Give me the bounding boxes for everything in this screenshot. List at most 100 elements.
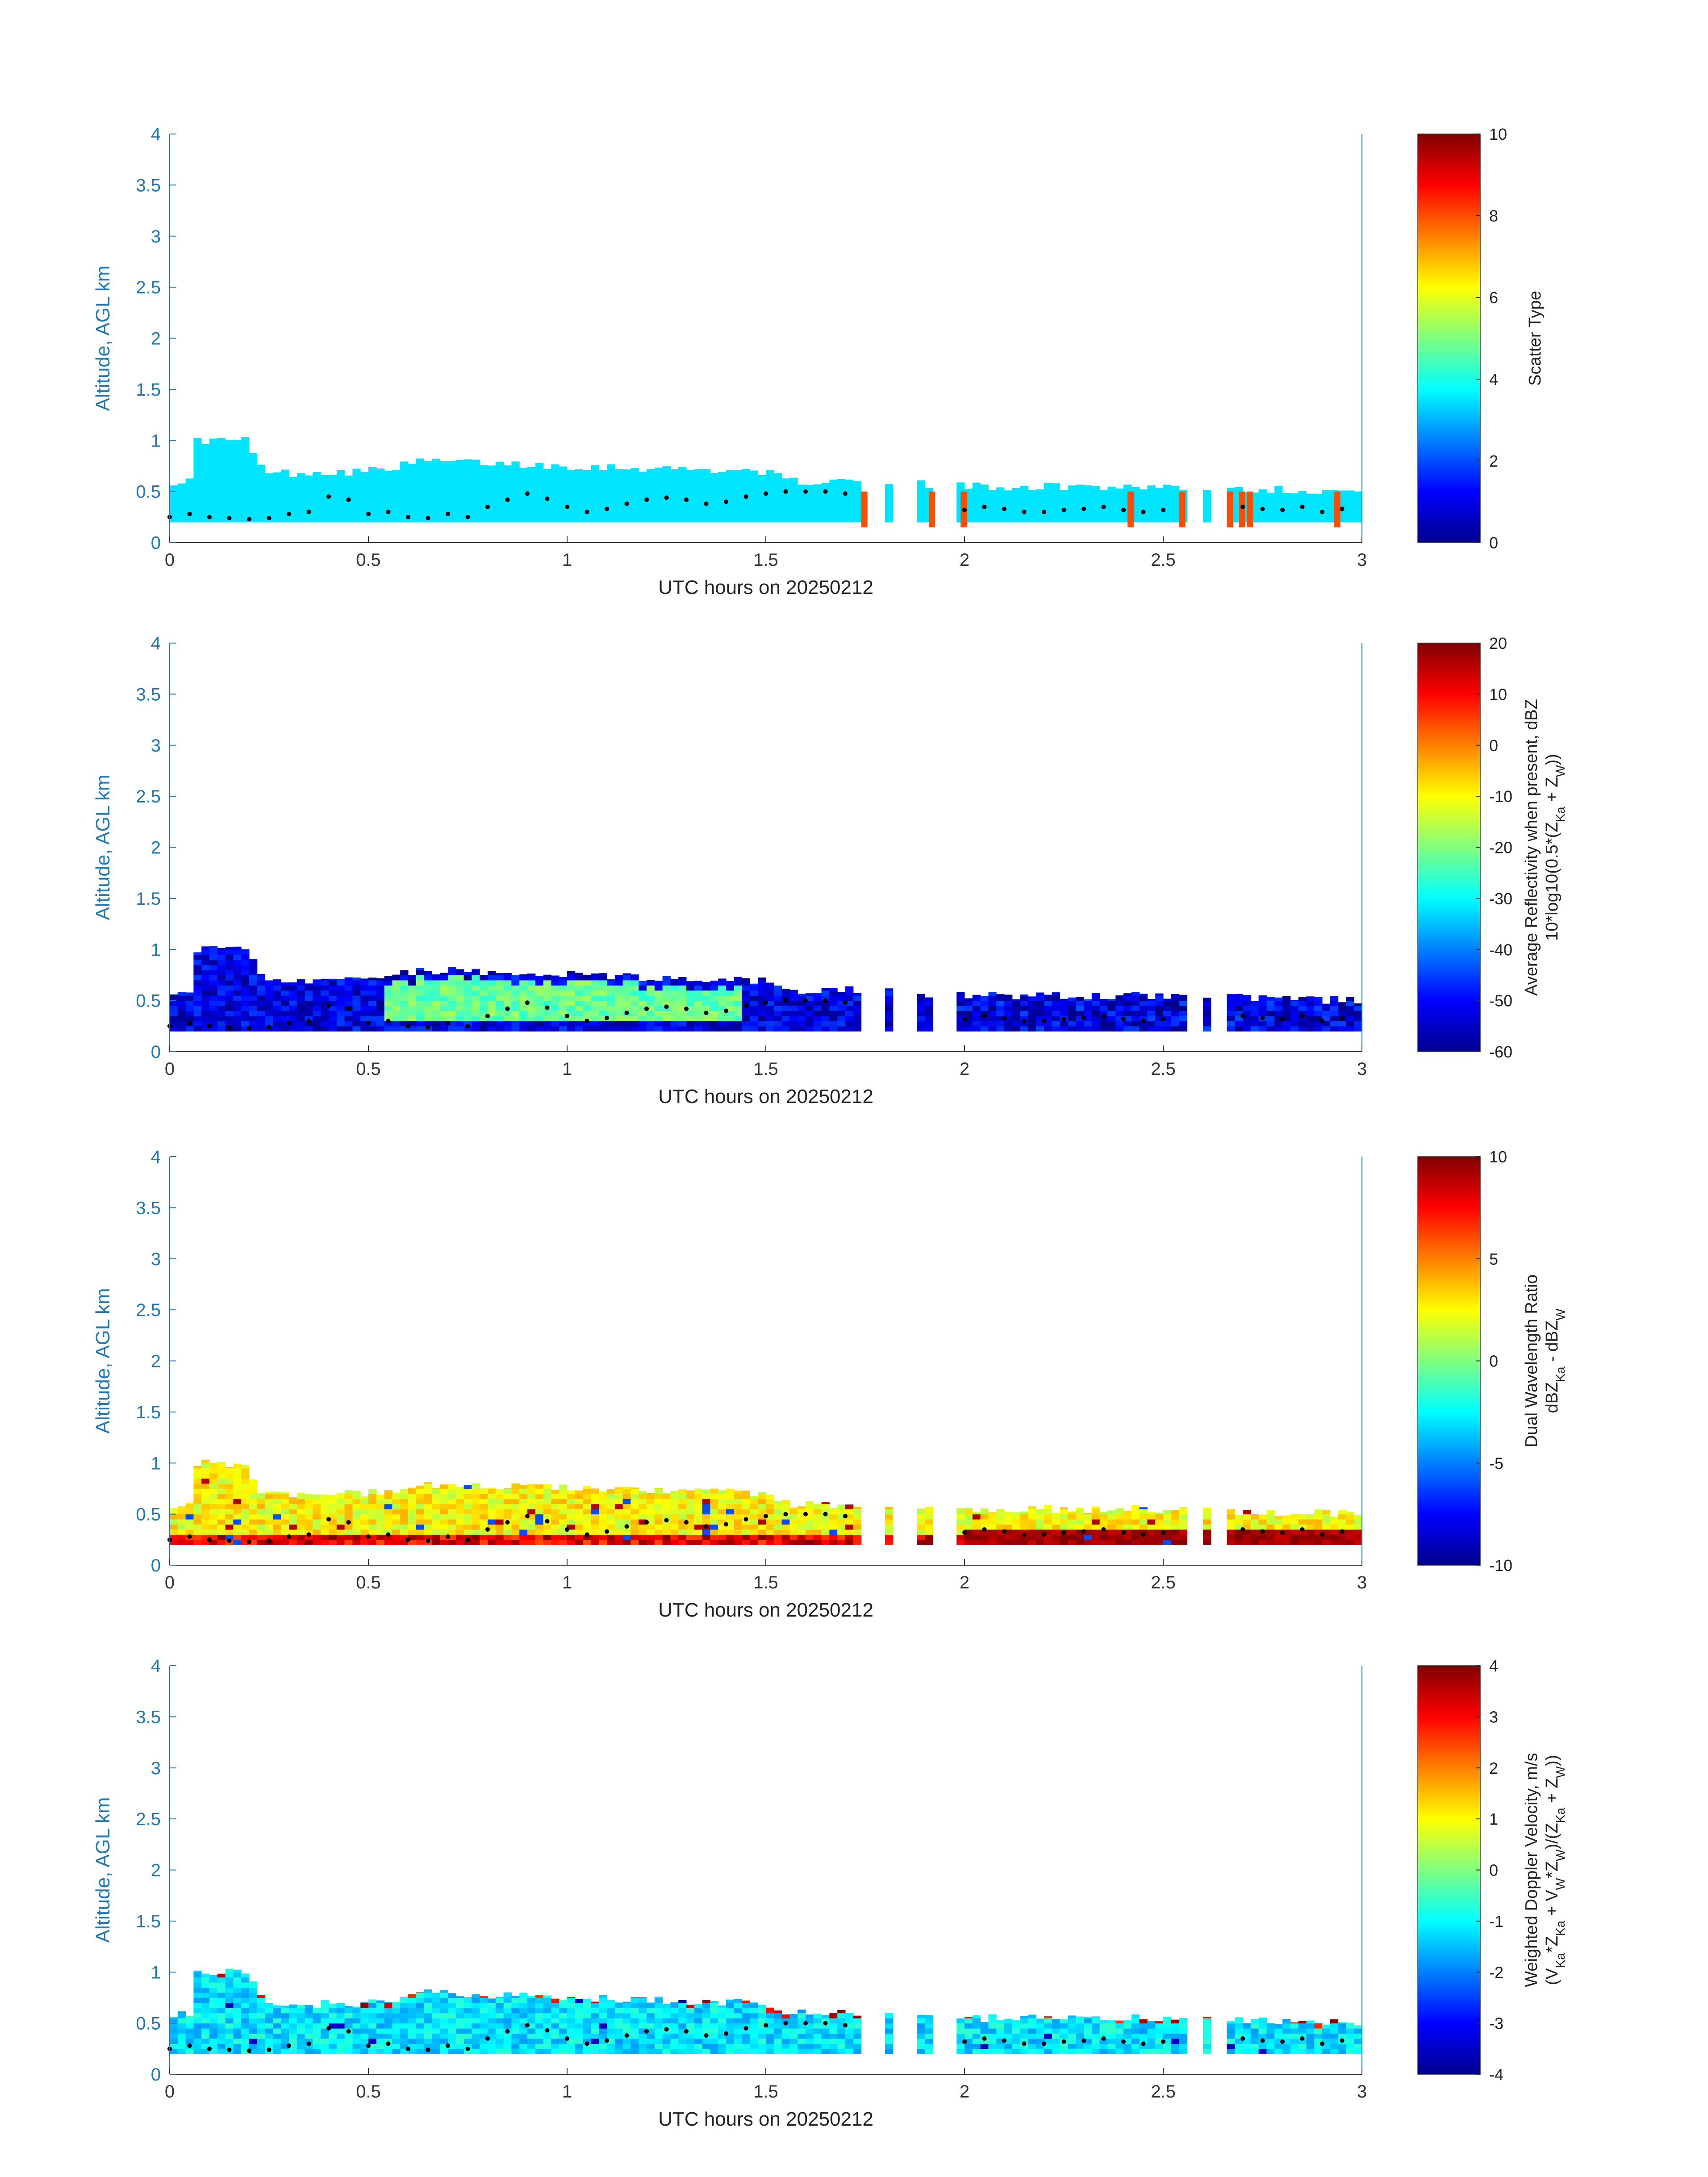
- heatmap-cell: [678, 977, 687, 981]
- heatmap-cell: [1107, 1021, 1116, 1027]
- heatmap-cell: [686, 1021, 695, 1027]
- heatmap-cell: [726, 1499, 735, 1504]
- heatmap-cell: [726, 1509, 735, 1515]
- heatmap-cell: [1068, 1021, 1076, 1027]
- heatmap-cell: [622, 973, 631, 975]
- heatmap-cell: [1139, 1006, 1148, 1011]
- cloud-base-marker: [187, 1020, 192, 1025]
- heatmap-cell: [1266, 517, 1275, 522]
- heatmap-cell: [209, 995, 218, 1001]
- heatmap-cell: [1091, 1539, 1100, 1545]
- heatmap-cell: [821, 1504, 830, 1509]
- heatmap-cell: [440, 461, 448, 466]
- heatmap-cell: [845, 1529, 854, 1535]
- colorbar-tick-label: 0: [1489, 1352, 1498, 1371]
- heatmap-cell: [408, 1493, 417, 1499]
- heatmap-cell: [1115, 1508, 1124, 1509]
- heatmap-cell: [758, 497, 766, 502]
- heatmap-cell: [1227, 1524, 1235, 1530]
- heatmap-cell: [313, 1514, 321, 1520]
- heatmap-cell: [718, 1493, 727, 1499]
- heatmap-cell: [329, 476, 337, 482]
- heatmap-cell: [495, 1015, 504, 1021]
- heatmap-cell: [806, 1529, 814, 1535]
- heatmap-cell: [853, 1507, 862, 1509]
- heatmap-cell: [368, 990, 377, 996]
- heatmap-cell: [567, 1534, 576, 1540]
- heatmap-cell: [1036, 1021, 1044, 1027]
- heatmap-cell: [249, 960, 258, 965]
- heatmap-cell: [384, 1499, 393, 1504]
- heatmap-cell: [455, 517, 464, 522]
- heatmap-cell: [758, 1504, 766, 1509]
- heatmap-cell: [201, 1463, 210, 1469]
- heatmap-cell: [177, 1539, 186, 1545]
- heatmap-cell: [233, 486, 242, 492]
- heatmap-cell: [1131, 1524, 1140, 1530]
- heatmap-cell: [1044, 506, 1052, 512]
- heatmap-cell: [702, 1529, 710, 1535]
- heatmap-cell: [1322, 512, 1331, 518]
- heatmap-cell: [750, 476, 758, 482]
- heatmap-cell: [352, 1519, 361, 1525]
- heatmap-cell: [519, 990, 528, 996]
- cloud-base-marker: [585, 1019, 589, 1024]
- heatmap-cell: [305, 2048, 313, 2054]
- heatmap-cell: [472, 1994, 480, 1998]
- heatmap-cell: [344, 2008, 353, 2014]
- heatmap-cell: [392, 1493, 401, 1499]
- heatmap-cell: [408, 464, 417, 466]
- heatmap-cell: [853, 1524, 862, 1530]
- heatmap-cell: [424, 1534, 432, 1540]
- heatmap-cell: [702, 476, 710, 482]
- heatmap-cell: [416, 501, 425, 507]
- heatmap-cell: [360, 512, 369, 518]
- heatmap-cell: [988, 1011, 997, 1016]
- heatmap-cell: [257, 466, 266, 472]
- heatmap-cell: [1330, 1006, 1339, 1011]
- heatmap-cell: [734, 1015, 743, 1021]
- heatmap-cell: [185, 2023, 194, 2029]
- heatmap-cell: [750, 470, 758, 472]
- heatmap-cell: [662, 1015, 671, 1021]
- heatmap-cell: [798, 1519, 806, 1525]
- heatmap-cell: [233, 512, 242, 518]
- heatmap-cell: [384, 491, 393, 497]
- heatmap-cell: [273, 1499, 281, 1504]
- heatmap-cell: [480, 466, 488, 472]
- heatmap-cell: [360, 1534, 369, 1540]
- colorbar-tick-label: -20: [1489, 839, 1512, 857]
- cloud-base-marker: [287, 1534, 291, 1539]
- heatmap-cell: [432, 975, 440, 981]
- heatmap-cell: [177, 1514, 186, 1520]
- heatmap-cell: [201, 455, 210, 461]
- heatmap-cell: [424, 1493, 432, 1499]
- heatmap-cell: [472, 1000, 480, 1006]
- heatmap-cell: [622, 506, 631, 512]
- heatmap-cell: [591, 1026, 599, 1032]
- heatmap-cell: [432, 2013, 440, 2018]
- heatmap-cell: [495, 1000, 504, 1006]
- heatmap-cell: [233, 481, 242, 487]
- heatmap-cell: [758, 1006, 766, 1011]
- heatmap-cell: [201, 1015, 210, 1021]
- heatmap-cell: [622, 497, 631, 502]
- heatmap-cell: [1131, 491, 1140, 497]
- heatmap-cell: [1203, 1509, 1211, 1515]
- heatmap-cell: [1004, 497, 1013, 502]
- heatmap-cell: [289, 2018, 297, 2024]
- heatmap-cell: [249, 476, 258, 482]
- heatmap-cell: [821, 483, 830, 487]
- heatmap-cell: [257, 501, 266, 507]
- heatmap-cell: [1091, 1506, 1100, 1509]
- heatmap-cell: [329, 491, 337, 497]
- heatmap-cell: [177, 491, 186, 497]
- heatmap-cell: [344, 1021, 353, 1027]
- heatmap-cell: [694, 981, 703, 986]
- heatmap-cell: [185, 1026, 194, 1032]
- heatmap-cell: [209, 506, 218, 512]
- heatmap-cell: [1266, 1026, 1275, 1032]
- heatmap-cell: [965, 1021, 973, 1027]
- heatmap-cell: [1036, 1011, 1044, 1016]
- heatmap-cell: [599, 1524, 607, 1530]
